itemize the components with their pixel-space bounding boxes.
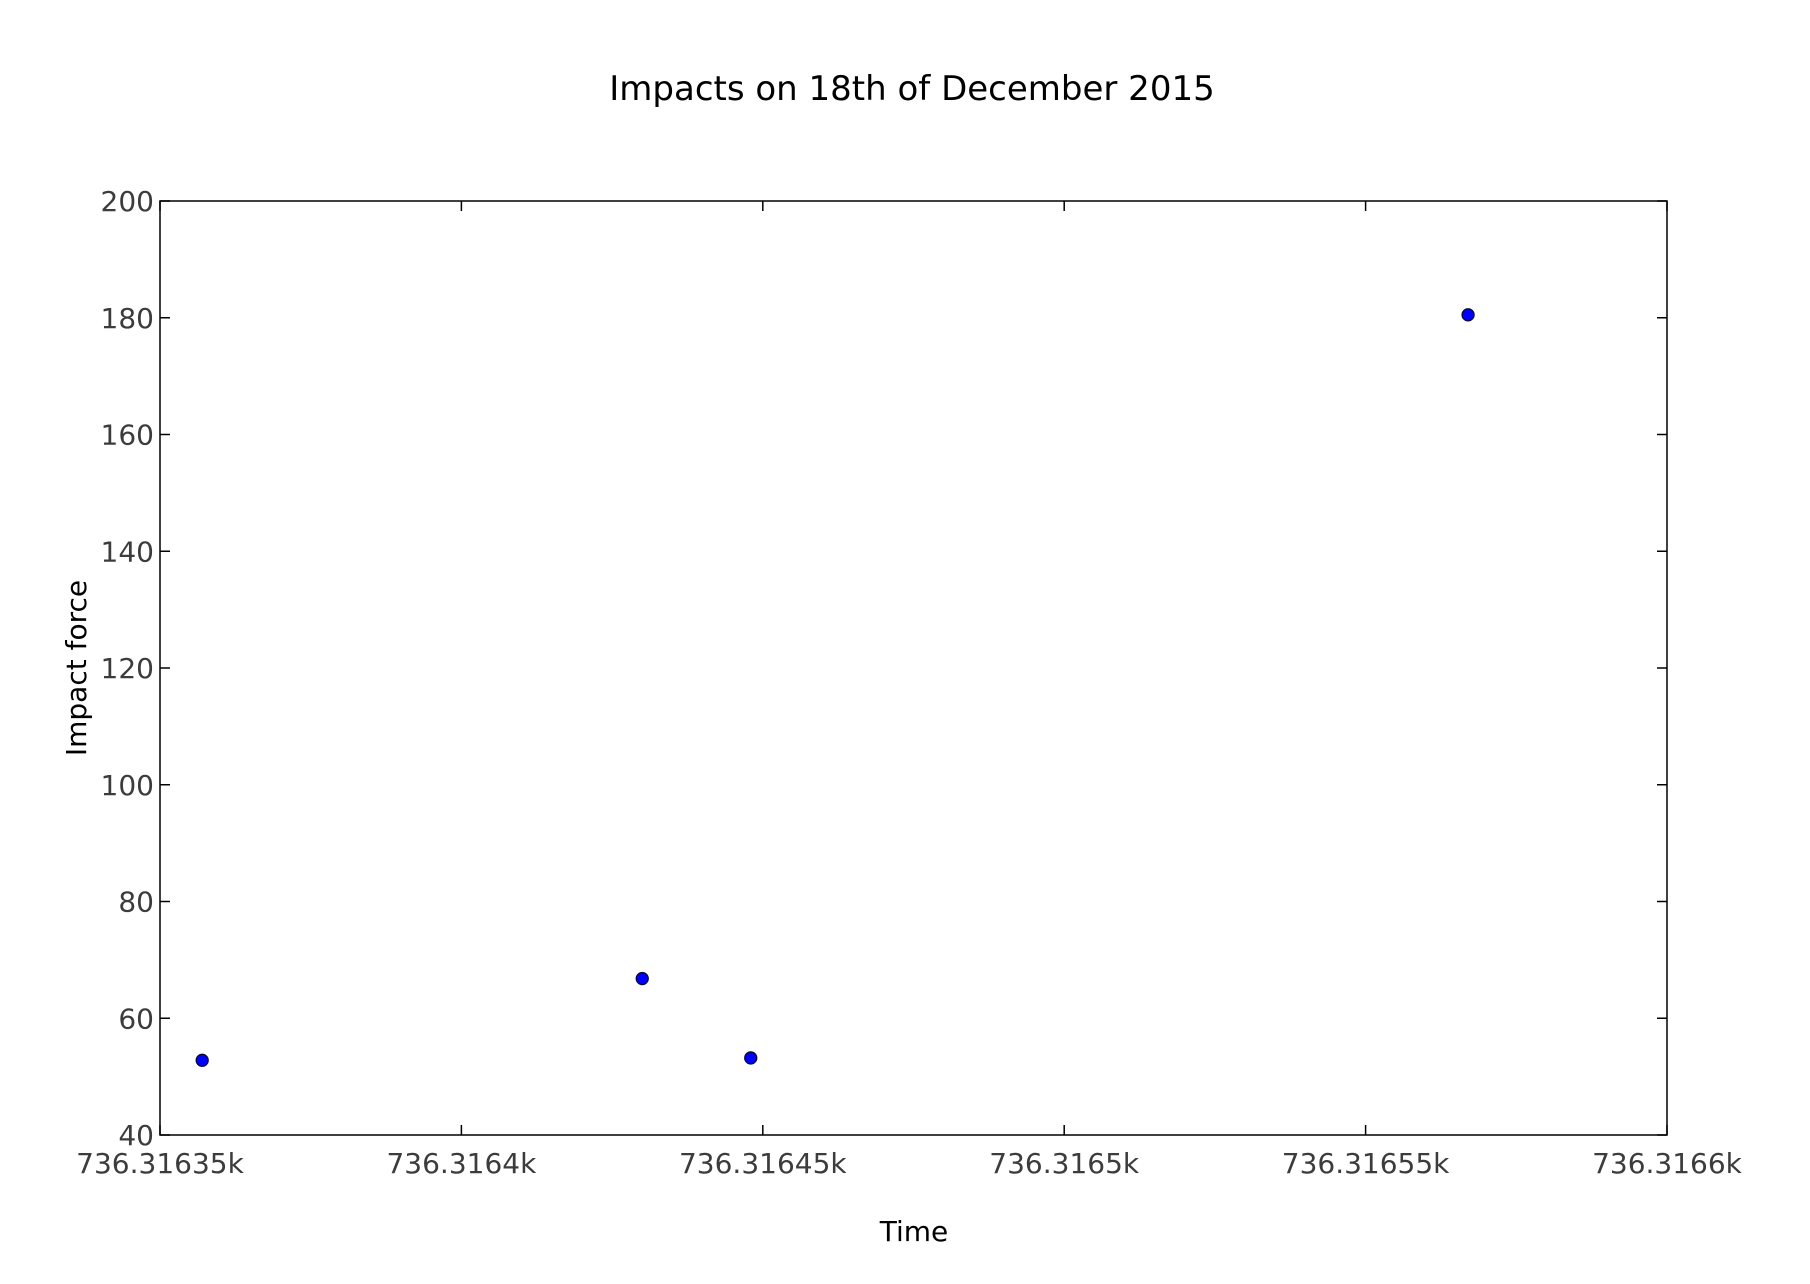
x-tick-label: 736.31635k (76, 1147, 244, 1180)
data-point (1461, 308, 1475, 322)
data-point (195, 1053, 209, 1067)
x-axis: 736.31635k 736.3164k 736.31645k 736.3165k 73… (76, 201, 1743, 1180)
y-tick-label: 60 (118, 1002, 154, 1035)
x-tick-label: 736.3166k (1592, 1147, 1743, 1180)
y-tick-label: 180 (101, 302, 154, 335)
chart-title: Impacts on 18th of December 2015 (609, 69, 1214, 109)
x-tick-label: 736.3165k (989, 1147, 1140, 1180)
y-axis-label: Impact force (60, 580, 93, 756)
y-tick-label: 200 (101, 185, 154, 218)
data-point (744, 1051, 758, 1065)
y-tick-label: 120 (101, 652, 154, 685)
x-tick-label: 736.3164k (386, 1147, 537, 1180)
x-axis-label: Time (879, 1215, 949, 1248)
y-tick-label: 80 (118, 886, 154, 919)
x-tick-label: 736.31645k (679, 1147, 847, 1180)
y-axis: 40 60 80 100 120 140 160 180 200 (101, 185, 1667, 1152)
y-tick-label: 100 (101, 769, 154, 802)
y-tick-label: 40 (118, 1119, 154, 1152)
x-tick-label: 736.31655k (1282, 1147, 1450, 1180)
y-tick-label: 160 (101, 419, 154, 452)
y-tick-label: 140 (101, 535, 154, 568)
data-points (195, 308, 1475, 1067)
data-point (635, 971, 649, 986)
